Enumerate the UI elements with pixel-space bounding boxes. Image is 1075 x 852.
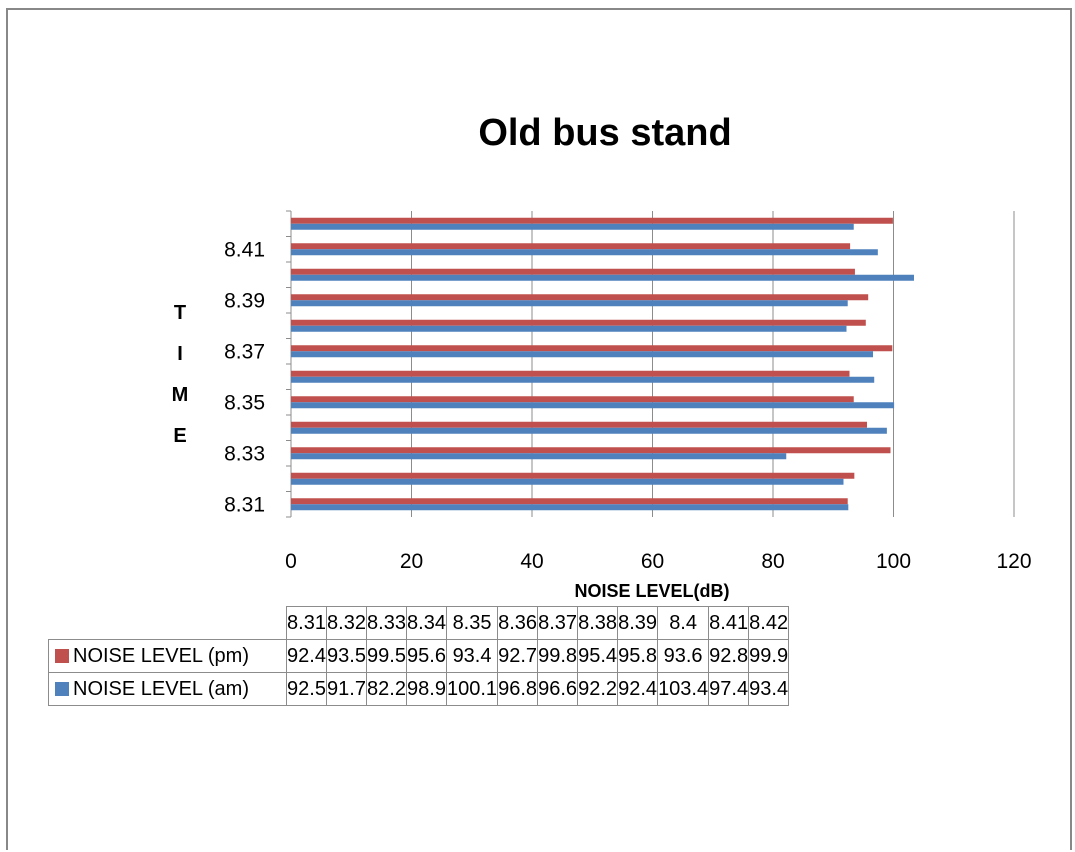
table-value-cell: 95.8 <box>617 639 659 673</box>
bar-pm <box>291 268 855 275</box>
table-category-cell: 8.39 <box>617 606 659 640</box>
bar-am <box>291 249 878 256</box>
bar-am <box>291 351 874 358</box>
table-value-cell: 92.5 <box>286 672 327 706</box>
bar-pm <box>291 421 867 428</box>
bar-am <box>291 223 854 230</box>
table-corner-cell <box>48 606 287 640</box>
y-axis-title-letter: T <box>174 302 186 324</box>
y-tick-label: 8.37 <box>224 340 265 363</box>
bar-am <box>291 325 847 332</box>
table-category-cell: 8.36 <box>497 606 539 640</box>
table-category-cell: 8.31 <box>286 606 327 640</box>
table-value-cell: 92.4 <box>286 639 327 673</box>
table-value-cell: 100.1 <box>445 672 499 706</box>
x-tick-label: 0 <box>285 550 297 573</box>
table-value-cell: 96.8 <box>497 672 539 706</box>
table-value-cell: 95.6 <box>406 639 447 673</box>
table-category-cell: 8.35 <box>445 606 499 640</box>
legend-label: NOISE LEVEL (am) <box>73 677 249 700</box>
bar-pm <box>291 396 854 403</box>
table-row: NOISE LEVEL (pm) 92.4 93.5 99.5 95.6 93.4 92.7… <box>48 639 790 673</box>
bar-pm <box>291 319 866 326</box>
legend-swatch <box>55 681 69 696</box>
y-tick-label: 8.33 <box>224 442 265 465</box>
bar-pm <box>291 294 869 301</box>
bar-am <box>291 402 895 409</box>
table-value-cell: 99.9 <box>748 639 790 673</box>
legend-label: NOISE LEVEL (pm) <box>73 644 249 667</box>
table-category-cell: 8.41 <box>708 606 750 640</box>
x-tick-label: 40 <box>520 550 543 573</box>
x-tick-label: 120 <box>996 550 1031 573</box>
table-value-cell: 98.9 <box>406 672 447 706</box>
data-table: 8.31 8.32 8.33 8.34 8.35 8.36 8.37 8.38 8.39 8.4 8… <box>48 606 790 706</box>
y-tick-label: 8.35 <box>224 391 265 414</box>
table-category-cell: 8.37 <box>537 606 579 640</box>
table-category-cell: 8.34 <box>406 606 447 640</box>
legend-entry: NOISE LEVEL (pm) <box>48 639 287 673</box>
y-tick-label: 8.41 <box>224 238 265 261</box>
table-header-row: 8.31 8.32 8.33 8.34 8.35 8.36 8.37 8.38 8.39 8.4 8… <box>48 606 790 640</box>
y-axis-title-letter: I <box>177 343 183 365</box>
x-tick-label: 20 <box>400 550 423 573</box>
y-tick-label: 8.39 <box>224 289 265 312</box>
bar-am <box>291 478 844 485</box>
y-tick-label: 8.31 <box>224 493 265 516</box>
bar-am <box>291 504 849 511</box>
bar-am <box>291 427 887 434</box>
table-value-cell: 95.4 <box>577 639 619 673</box>
table-value-cell: 92.8 <box>708 639 750 673</box>
table-value-cell: 97.4 <box>708 672 750 706</box>
table-category-cell: 8.33 <box>366 606 407 640</box>
bar-pm <box>291 472 855 479</box>
legend-entry: NOISE LEVEL (am) <box>48 672 287 706</box>
bar-am <box>291 376 875 383</box>
y-axis-title-letter: E <box>173 425 186 447</box>
table-value-cell: 93.6 <box>657 639 710 673</box>
y-axis-title-letter: M <box>172 384 189 406</box>
bar-pm <box>291 243 851 250</box>
table-value-cell: 93.4 <box>445 639 499 673</box>
bar-am <box>291 453 787 460</box>
table-value-cell: 92.7 <box>497 639 539 673</box>
bar-am <box>291 274 914 281</box>
bar-pm <box>291 345 893 352</box>
table-value-cell: 91.7 <box>326 672 367 706</box>
bar-pm <box>291 370 850 377</box>
table-category-cell: 8.32 <box>326 606 367 640</box>
bar-pm <box>291 498 848 505</box>
table-category-cell: 8.42 <box>748 606 790 640</box>
table-value-cell: 103.4 <box>657 672 710 706</box>
legend-swatch <box>55 648 69 663</box>
table-category-cell: 8.4 <box>657 606 710 640</box>
x-tick-label: 80 <box>761 550 784 573</box>
bar-am <box>291 300 848 307</box>
table-value-cell: 92.4 <box>617 672 659 706</box>
table-value-cell: 96.6 <box>537 672 579 706</box>
table-value-cell: 99.8 <box>537 639 579 673</box>
table-value-cell: 82.2 <box>366 672 407 706</box>
x-axis-title: NOISE LEVEL(dB) <box>574 581 729 601</box>
table-value-cell: 93.4 <box>748 672 790 706</box>
bar-pm <box>291 217 893 224</box>
x-tick-label: 100 <box>876 550 911 573</box>
x-tick-label: 60 <box>641 550 664 573</box>
table-row: NOISE LEVEL (am) 92.5 91.7 82.2 98.9 100.1 96.… <box>48 672 790 706</box>
bar-pm <box>291 447 891 454</box>
table-value-cell: 92.2 <box>577 672 619 706</box>
table-value-cell: 99.5 <box>366 639 407 673</box>
table-category-cell: 8.38 <box>577 606 619 640</box>
chart-title: Old bus stand <box>478 112 732 154</box>
table-value-cell: 93.5 <box>326 639 367 673</box>
